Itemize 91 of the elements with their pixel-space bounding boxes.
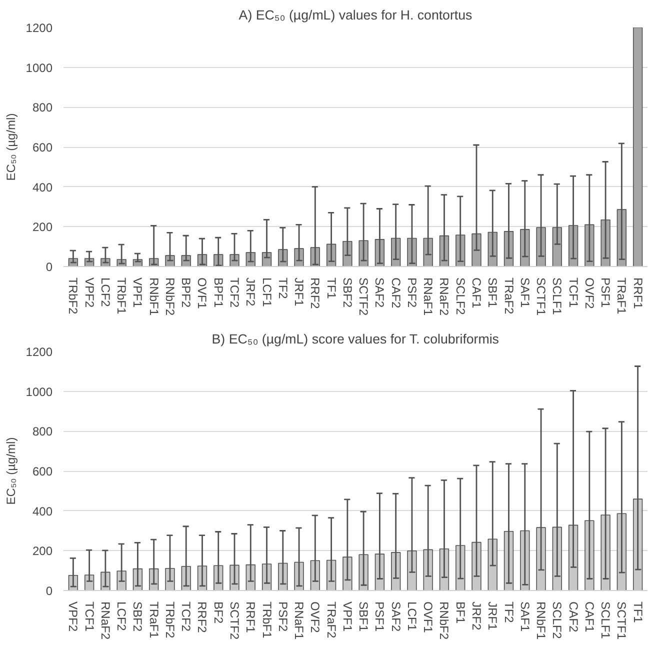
chart-title: A) EC₅₀ (µg/mL) values for H. contortus [238,8,473,22]
x-tick-label: OVF1 [195,278,210,310]
y-tick-label: 600 [32,140,53,154]
x-tick-label: RNbF1 [146,278,161,316]
x-tick-label: SBF2 [340,278,354,308]
x-tick-label: SCTF1 [614,602,629,640]
y-tick-label: 400 [32,180,53,194]
x-tick-label: SAF2 [388,602,403,632]
x-tick-label: RNaF1 [421,278,436,316]
y-tick-label: 0 [46,584,53,598]
x-tick-label: LCF2 [98,278,112,308]
x-tick-label: CAF2 [388,278,403,308]
x-tick-label: SBF1 [486,278,500,308]
x-tick-label: RNaF2 [437,278,452,316]
x-tick-label: JRF2 [469,602,484,630]
y-axis-title: EC₅₀ (µg/ml) [4,113,18,181]
x-tick-label: CAF1 [469,278,484,308]
x-tick-label: TRbF1 [114,278,129,314]
x-tick-label: TF2 [502,602,516,624]
x-tick-label: TRbF1 [260,602,274,638]
x-tick-label: SCLF2 [453,278,468,316]
x-tick-label: VPF1 [130,278,145,308]
chart-title: B) EC₅₀ (µg/mL) score values for T. colubriformis [212,332,500,346]
x-tick-label: TCF2 [228,278,242,308]
x-tick-label: SCLF1 [598,602,613,640]
x-tick-label: SCLF2 [550,602,564,640]
x-tick-label: TRaF1 [146,602,161,638]
y-tick-label: 1200 [26,21,53,35]
x-tick-label: SBF2 [130,602,145,632]
x-tick-label: SAF1 [518,602,532,632]
x-tick-label: PSF2 [276,602,290,632]
y-tick-label: 1000 [26,60,53,75]
y-tick-label: 200 [32,544,53,558]
x-tick-label: VPF2 [66,602,80,632]
x-tick-label: TRbF2 [162,602,177,638]
x-tick-label: TRaF2 [324,602,338,638]
x-tick-label: RNaF2 [98,602,112,640]
x-tick-label: OVF1 [421,602,436,634]
x-tick-label: RNaF1 [292,602,306,640]
x-tick-label: RNbF2 [437,602,452,640]
x-tick-label: LCF1 [404,602,419,632]
x-tick-label: RNbF1 [534,602,548,640]
x-tick-label: BF1 [453,602,468,624]
x-tick-label: TF1 [630,602,645,624]
x-tick-label: PSF1 [598,278,613,308]
x-tick-label: JRF2 [244,278,258,306]
x-tick-label: BF2 [211,602,226,624]
x-tick-label: RRF2 [308,278,322,310]
y-tick-label: 1200 [26,345,53,359]
x-tick-label: LCF1 [260,278,274,308]
x-tick-label: OVF2 [582,278,596,310]
y-tick-label: 800 [32,424,53,439]
y-tick-label: 1000 [26,384,53,399]
x-tick-label: TRaF1 [614,278,629,314]
x-tick-label: SAF2 [372,278,387,308]
x-tick-label: RRF1 [244,602,258,634]
x-tick-label: SBF1 [356,602,371,632]
x-tick-label: TCF2 [179,602,194,632]
y-tick-label: 400 [32,504,53,518]
x-tick-label: TRbF2 [66,278,80,314]
x-tick-label: CAF2 [566,602,580,632]
x-tick-label: VPF1 [340,602,354,632]
x-tick-label: VPF2 [82,278,96,308]
x-tick-label: TCF1 [82,602,96,632]
x-tick-label: TRaF2 [502,278,516,314]
x-tick-label: TF1 [324,278,338,300]
y-tick-label: 200 [32,220,53,234]
x-tick-label: SCLF1 [550,278,564,316]
y-tick-label: 600 [32,464,53,478]
x-tick-label: SCTF1 [534,278,548,316]
x-tick-label: RRF1 [630,278,645,310]
x-tick-label: TCF1 [566,278,580,308]
y-tick-label: 800 [32,100,53,115]
x-tick-label: JRF1 [486,602,500,630]
x-tick-label: LCF2 [114,602,129,632]
x-tick-label: PSF2 [404,278,419,308]
x-tick-label: TF2 [276,278,290,300]
x-tick-label: OVF2 [308,602,322,634]
y-axis-title: EC₅₀ (µg/ml) [4,437,18,505]
x-tick-label: BPF2 [179,278,194,308]
x-tick-label: BPF1 [211,278,226,308]
x-tick-label: CAF1 [582,602,596,632]
x-tick-label: SCTF2 [228,602,242,640]
x-tick-label: RRF2 [195,602,210,634]
x-tick-label: PSF1 [372,602,387,632]
x-tick-label: RNbF2 [162,278,177,316]
x-tick-label: SCTF2 [356,278,371,316]
bar [632,28,643,266]
x-tick-label: JRF1 [292,278,306,306]
x-tick-label: SAF1 [518,278,532,308]
y-tick-label: 0 [46,260,53,274]
